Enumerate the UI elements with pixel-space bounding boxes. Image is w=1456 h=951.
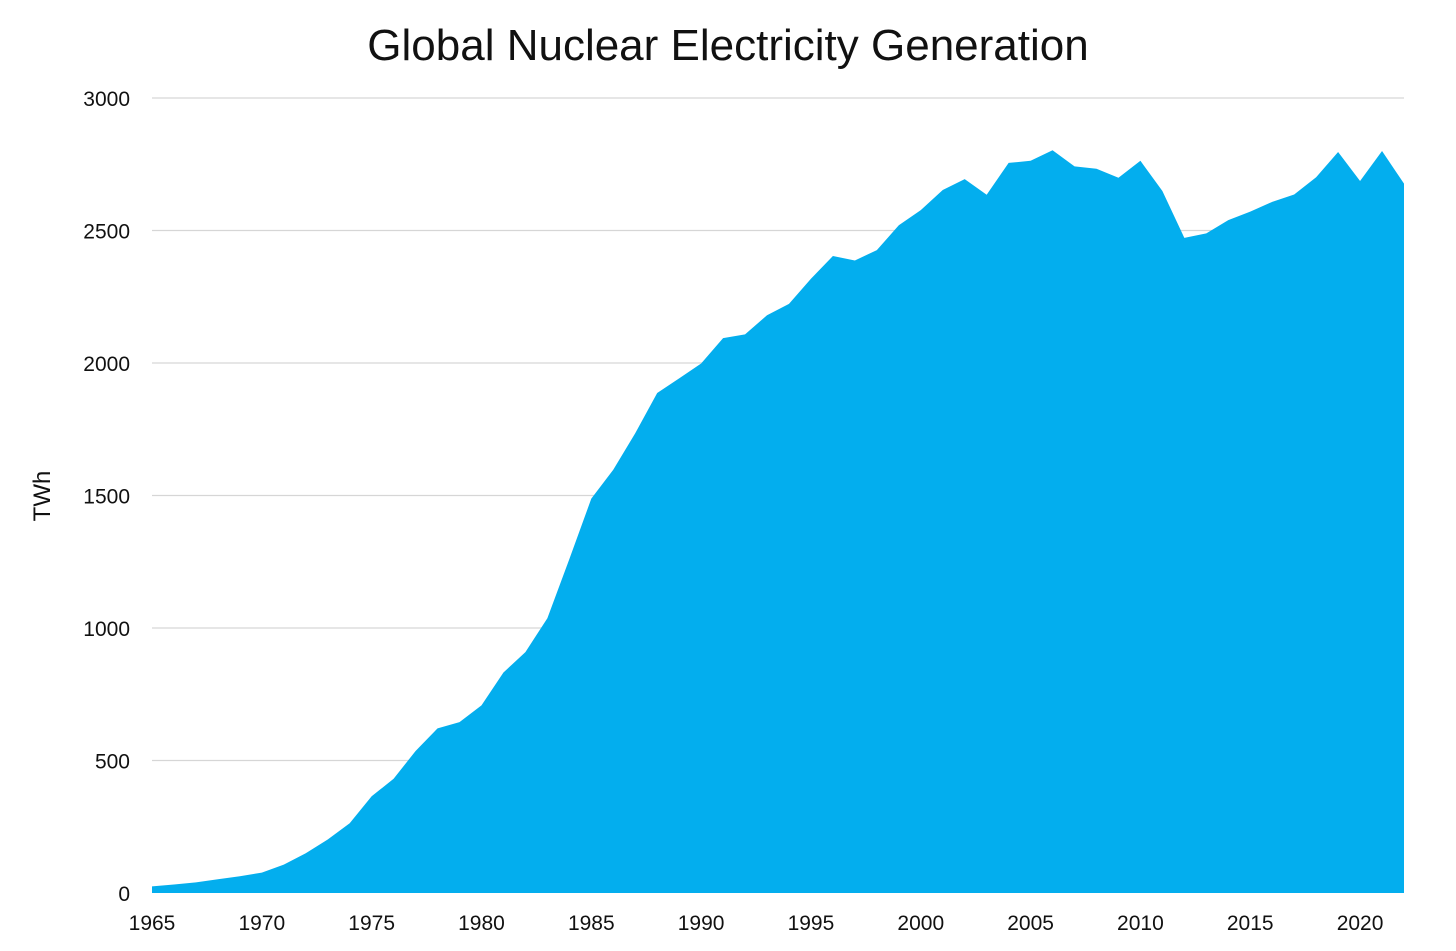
y-tick-label: 1500 <box>83 486 130 509</box>
y-axis-label: TWh <box>29 471 56 522</box>
x-tick-label: 2000 <box>897 912 944 935</box>
y-tick-label: 2000 <box>83 353 130 376</box>
y-tick-label: 500 <box>95 751 130 774</box>
x-tick-label: 1995 <box>788 912 835 935</box>
area-fill <box>152 150 1404 893</box>
y-tick-label: 0 <box>118 883 130 906</box>
y-tick-label: 3000 <box>83 88 130 111</box>
x-tick-label: 1980 <box>458 912 505 935</box>
x-tick-label: 2020 <box>1337 912 1384 935</box>
x-tick-label: 1985 <box>568 912 615 935</box>
x-tick-label: 2015 <box>1227 912 1274 935</box>
y-axis-ticks: 0 500 1000 1500 2000 2500 3000 <box>83 88 130 906</box>
x-axis-ticks: 1965 1970 1975 1980 1985 1990 1995 2000 2005 2010… <box>129 912 1384 935</box>
x-tick-label: 2010 <box>1117 912 1164 935</box>
y-tick-label: 2500 <box>83 221 130 244</box>
x-tick-label: 1970 <box>238 912 285 935</box>
x-tick-label: 2005 <box>1007 912 1054 935</box>
area-series <box>152 150 1404 893</box>
chart-title: Global Nuclear Electricity Generation <box>367 21 1088 70</box>
y-tick-label: 1000 <box>83 618 130 641</box>
x-tick-label: 1965 <box>129 912 176 935</box>
x-tick-label: 1990 <box>678 912 725 935</box>
x-tick-label: 1975 <box>348 912 395 935</box>
